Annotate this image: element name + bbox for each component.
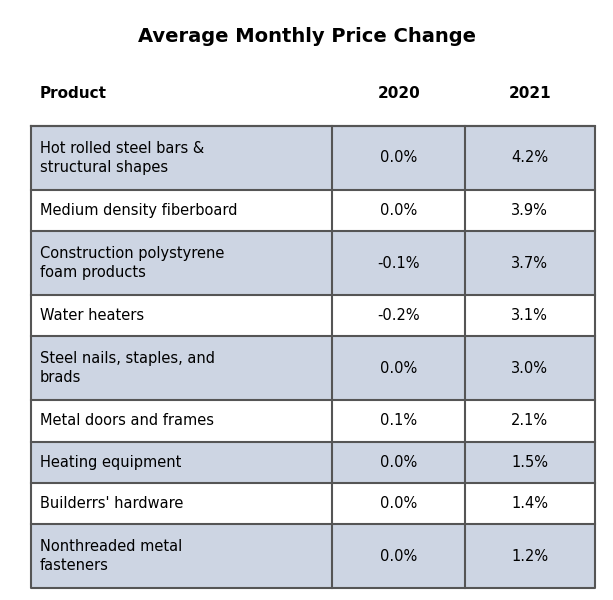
- Bar: [31, 295, 595, 337]
- Text: 0.0%: 0.0%: [380, 496, 417, 511]
- Text: Hot rolled steel bars &
structural shapes: Hot rolled steel bars & structural shape…: [40, 141, 204, 175]
- Text: 0.0%: 0.0%: [380, 203, 417, 218]
- Text: Nonthreaded metal
fasteners: Nonthreaded metal fasteners: [40, 539, 182, 573]
- Text: Builderrs' hardware: Builderrs' hardware: [40, 496, 183, 511]
- Text: 2020: 2020: [377, 85, 420, 100]
- Text: 0.0%: 0.0%: [380, 548, 417, 563]
- Bar: [31, 126, 595, 190]
- Text: Metal doors and frames: Metal doors and frames: [40, 413, 214, 428]
- Text: -0.1%: -0.1%: [378, 256, 420, 271]
- Text: 4.2%: 4.2%: [511, 151, 548, 166]
- Text: 1.5%: 1.5%: [511, 455, 548, 470]
- Text: 0.0%: 0.0%: [380, 361, 417, 376]
- Text: Product: Product: [40, 85, 107, 100]
- Text: Medium density fiberboard: Medium density fiberboard: [40, 203, 237, 218]
- Text: Average Monthly Price Change: Average Monthly Price Change: [137, 26, 476, 46]
- Bar: [31, 231, 595, 295]
- Text: 1.4%: 1.4%: [511, 496, 548, 511]
- Text: Steel nails, staples, and
brads: Steel nails, staples, and brads: [40, 351, 215, 385]
- Text: Heating equipment: Heating equipment: [40, 455, 181, 470]
- Bar: [31, 400, 595, 442]
- Text: Water heaters: Water heaters: [40, 308, 144, 323]
- Bar: [31, 337, 595, 400]
- Text: 3.0%: 3.0%: [511, 361, 548, 376]
- Text: Construction polystyrene
foam products: Construction polystyrene foam products: [40, 246, 224, 280]
- Text: 0.0%: 0.0%: [380, 151, 417, 166]
- Text: 1.2%: 1.2%: [511, 548, 548, 563]
- Text: 3.1%: 3.1%: [511, 308, 548, 323]
- Text: -0.2%: -0.2%: [378, 308, 420, 323]
- Text: 2021: 2021: [508, 85, 551, 100]
- Text: 3.7%: 3.7%: [511, 256, 548, 271]
- Bar: [31, 483, 595, 524]
- Text: 0.0%: 0.0%: [380, 455, 417, 470]
- Text: 3.9%: 3.9%: [511, 203, 548, 218]
- Bar: [31, 442, 595, 483]
- Bar: [31, 524, 595, 588]
- Bar: [31, 190, 595, 231]
- Text: 0.1%: 0.1%: [380, 413, 417, 428]
- Text: 2.1%: 2.1%: [511, 413, 548, 428]
